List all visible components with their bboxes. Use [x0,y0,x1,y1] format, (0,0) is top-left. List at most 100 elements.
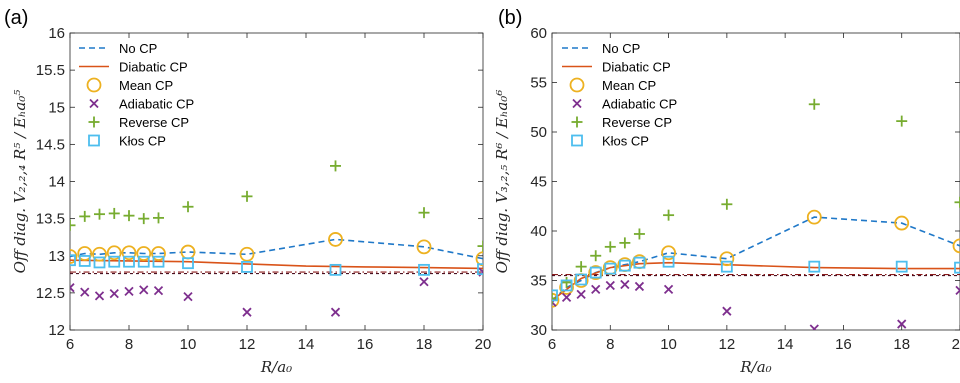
y-tick-label: 12 [48,322,65,339]
series-adiabatic-cp-point-stroke-a [478,267,483,274]
series-adiabatic-cp-point [605,280,615,291]
panel-a: (a) 6 8 10 12 14 16 18 20 12 12.5 13 13.5 14 14.5 15 15.… [4,7,491,376]
legend-item: Diabatic CP [562,60,671,75]
series-adiabatic-cp-point [576,289,586,299]
series-reverse-cp-point [418,207,430,219]
y-tick-label: 40 [530,223,547,240]
series-reverse-cp-point [123,210,135,222]
legend-label: Kłos CP [602,134,649,149]
legend-item: No CP [562,41,640,56]
series-adiabatic-cp-point [620,279,630,290]
series-mean-cp-point [661,245,676,261]
series-k-os-cp-point [123,255,135,268]
legend-swatch [571,116,583,128]
series-adiabatic-cp-point [70,283,75,293]
series-reverse-cp-point [590,250,602,262]
series-adiabatic-cp-point-stroke-a [70,286,75,293]
series-k-os-cp-point [108,255,121,268]
panel-b-y-axis-label: Off diag. V₃,₂,₅ R⁶ / Eₕa₀⁶ [493,90,511,274]
x-tick-label: 8 [606,336,614,353]
series-k-os-cp-point [70,254,76,267]
x-tick-label: 20 [475,336,492,353]
legend-label: Diabatic CP [602,60,671,75]
x-tick-label: 6 [66,336,74,353]
legend-label: No CP [602,41,640,56]
series-adiabatic-cp-point-stroke-b [139,285,149,295]
series-adiabatic-cp-point [722,306,732,316]
series-adiabatic-cp-point-stroke-b [722,306,732,316]
y-tick-label: 15.5 [36,62,65,79]
legend-item: Kłos CP [571,134,649,149]
series-reverse-cp-point [153,212,164,224]
series-mean-cp-point [416,239,432,255]
series-adiabatic-cp-point-stroke-b [576,289,586,299]
y-tick-label: 12.5 [36,285,65,302]
series-mean-cp-point [328,232,343,247]
series-adiabatic-cp-point-stroke-a [552,301,557,307]
series-reverse-cp [70,160,483,252]
panel-a-x-axis-label: R/a₀ [260,358,292,376]
series-adiabatic-cp-point [183,291,193,302]
series-adiabatic-cp-point-stroke-b [634,281,645,292]
series-adiabatic-cp-point [153,286,164,296]
legend-swatch [572,98,582,109]
series-adiabatic-cp [70,267,483,317]
series-adiabatic-cp-point-stroke-b [620,279,630,290]
series-mean-cp-point [239,246,255,262]
legend-item: Kłos CP [88,134,166,149]
legend-swatch-stroke-b [572,98,582,109]
y-tick-label: 15 [48,99,65,116]
x-tick-label: 8 [125,336,133,353]
series-adiabatic-cp-point [80,287,90,297]
series-reverse-cp-point [896,115,908,127]
series-reverse-cp-point [70,219,76,231]
x-tick-label: 6 [548,336,556,353]
legend-item: Reverse CP [571,115,672,130]
x-tick-label: 14 [298,336,315,353]
series-adiabatic-cp-point [897,319,907,329]
legend-swatch-stroke-b [89,98,99,109]
series-reverse-cp-point [79,210,91,222]
x-tick-label: 16 [835,336,852,353]
legend-swatch [569,77,585,93]
legend-item: Reverse CP [88,115,189,130]
series-k-os-cp-point [241,260,253,273]
series-k-os-cp [552,255,960,302]
legend-label: Kłos CP [119,134,166,149]
legend-swatch [88,134,100,147]
legend-item: Mean CP [86,77,173,93]
series-adiabatic-cp-point-stroke-b [124,286,134,297]
series-k-os-cp-point [589,266,602,279]
legend-label: Adiabatic CP [602,97,677,112]
series-reverse-cp-point [138,213,150,225]
series-adiabatic-cp-point [94,291,105,301]
series-mean-cp-point [952,238,960,254]
series-mean-cp-point [121,245,137,261]
series-k-os-cp-point [78,255,91,267]
legend-label: Mean CP [119,78,173,93]
y-tick-label: 55 [530,75,547,92]
series-adiabatic-cp-point [634,281,645,292]
legend-label: Diabatic CP [119,60,188,75]
legend-item: Diabatic CP [79,60,188,75]
series-mean-cp-point [552,292,560,308]
series-mean-cp-point [77,246,93,261]
series-mean-cp-point [136,246,152,261]
series-mean-cp [70,232,483,267]
series-mean-cp-point [151,246,166,261]
series-adiabatic-cp [552,279,960,330]
series-adiabatic-cp-point [139,285,149,295]
series-adiabatic-cp-point-stroke-b [183,291,193,302]
y-tick-label: 13.5 [36,211,65,228]
y-tick-label: 35 [530,273,547,290]
series-adiabatic-cp-point [809,324,819,330]
series-k-os-cp-point [552,289,558,302]
series-k-os-cp-point [477,263,483,276]
panel-b-x-axis-label: R/a₀ [739,358,771,376]
series-k-os-cp-point [137,255,150,268]
series-reverse-cp-point [663,209,675,221]
series-reverse-cp-point [954,196,960,208]
x-tick-label: 18 [893,336,910,353]
y-tick-label: 14.5 [36,136,65,153]
